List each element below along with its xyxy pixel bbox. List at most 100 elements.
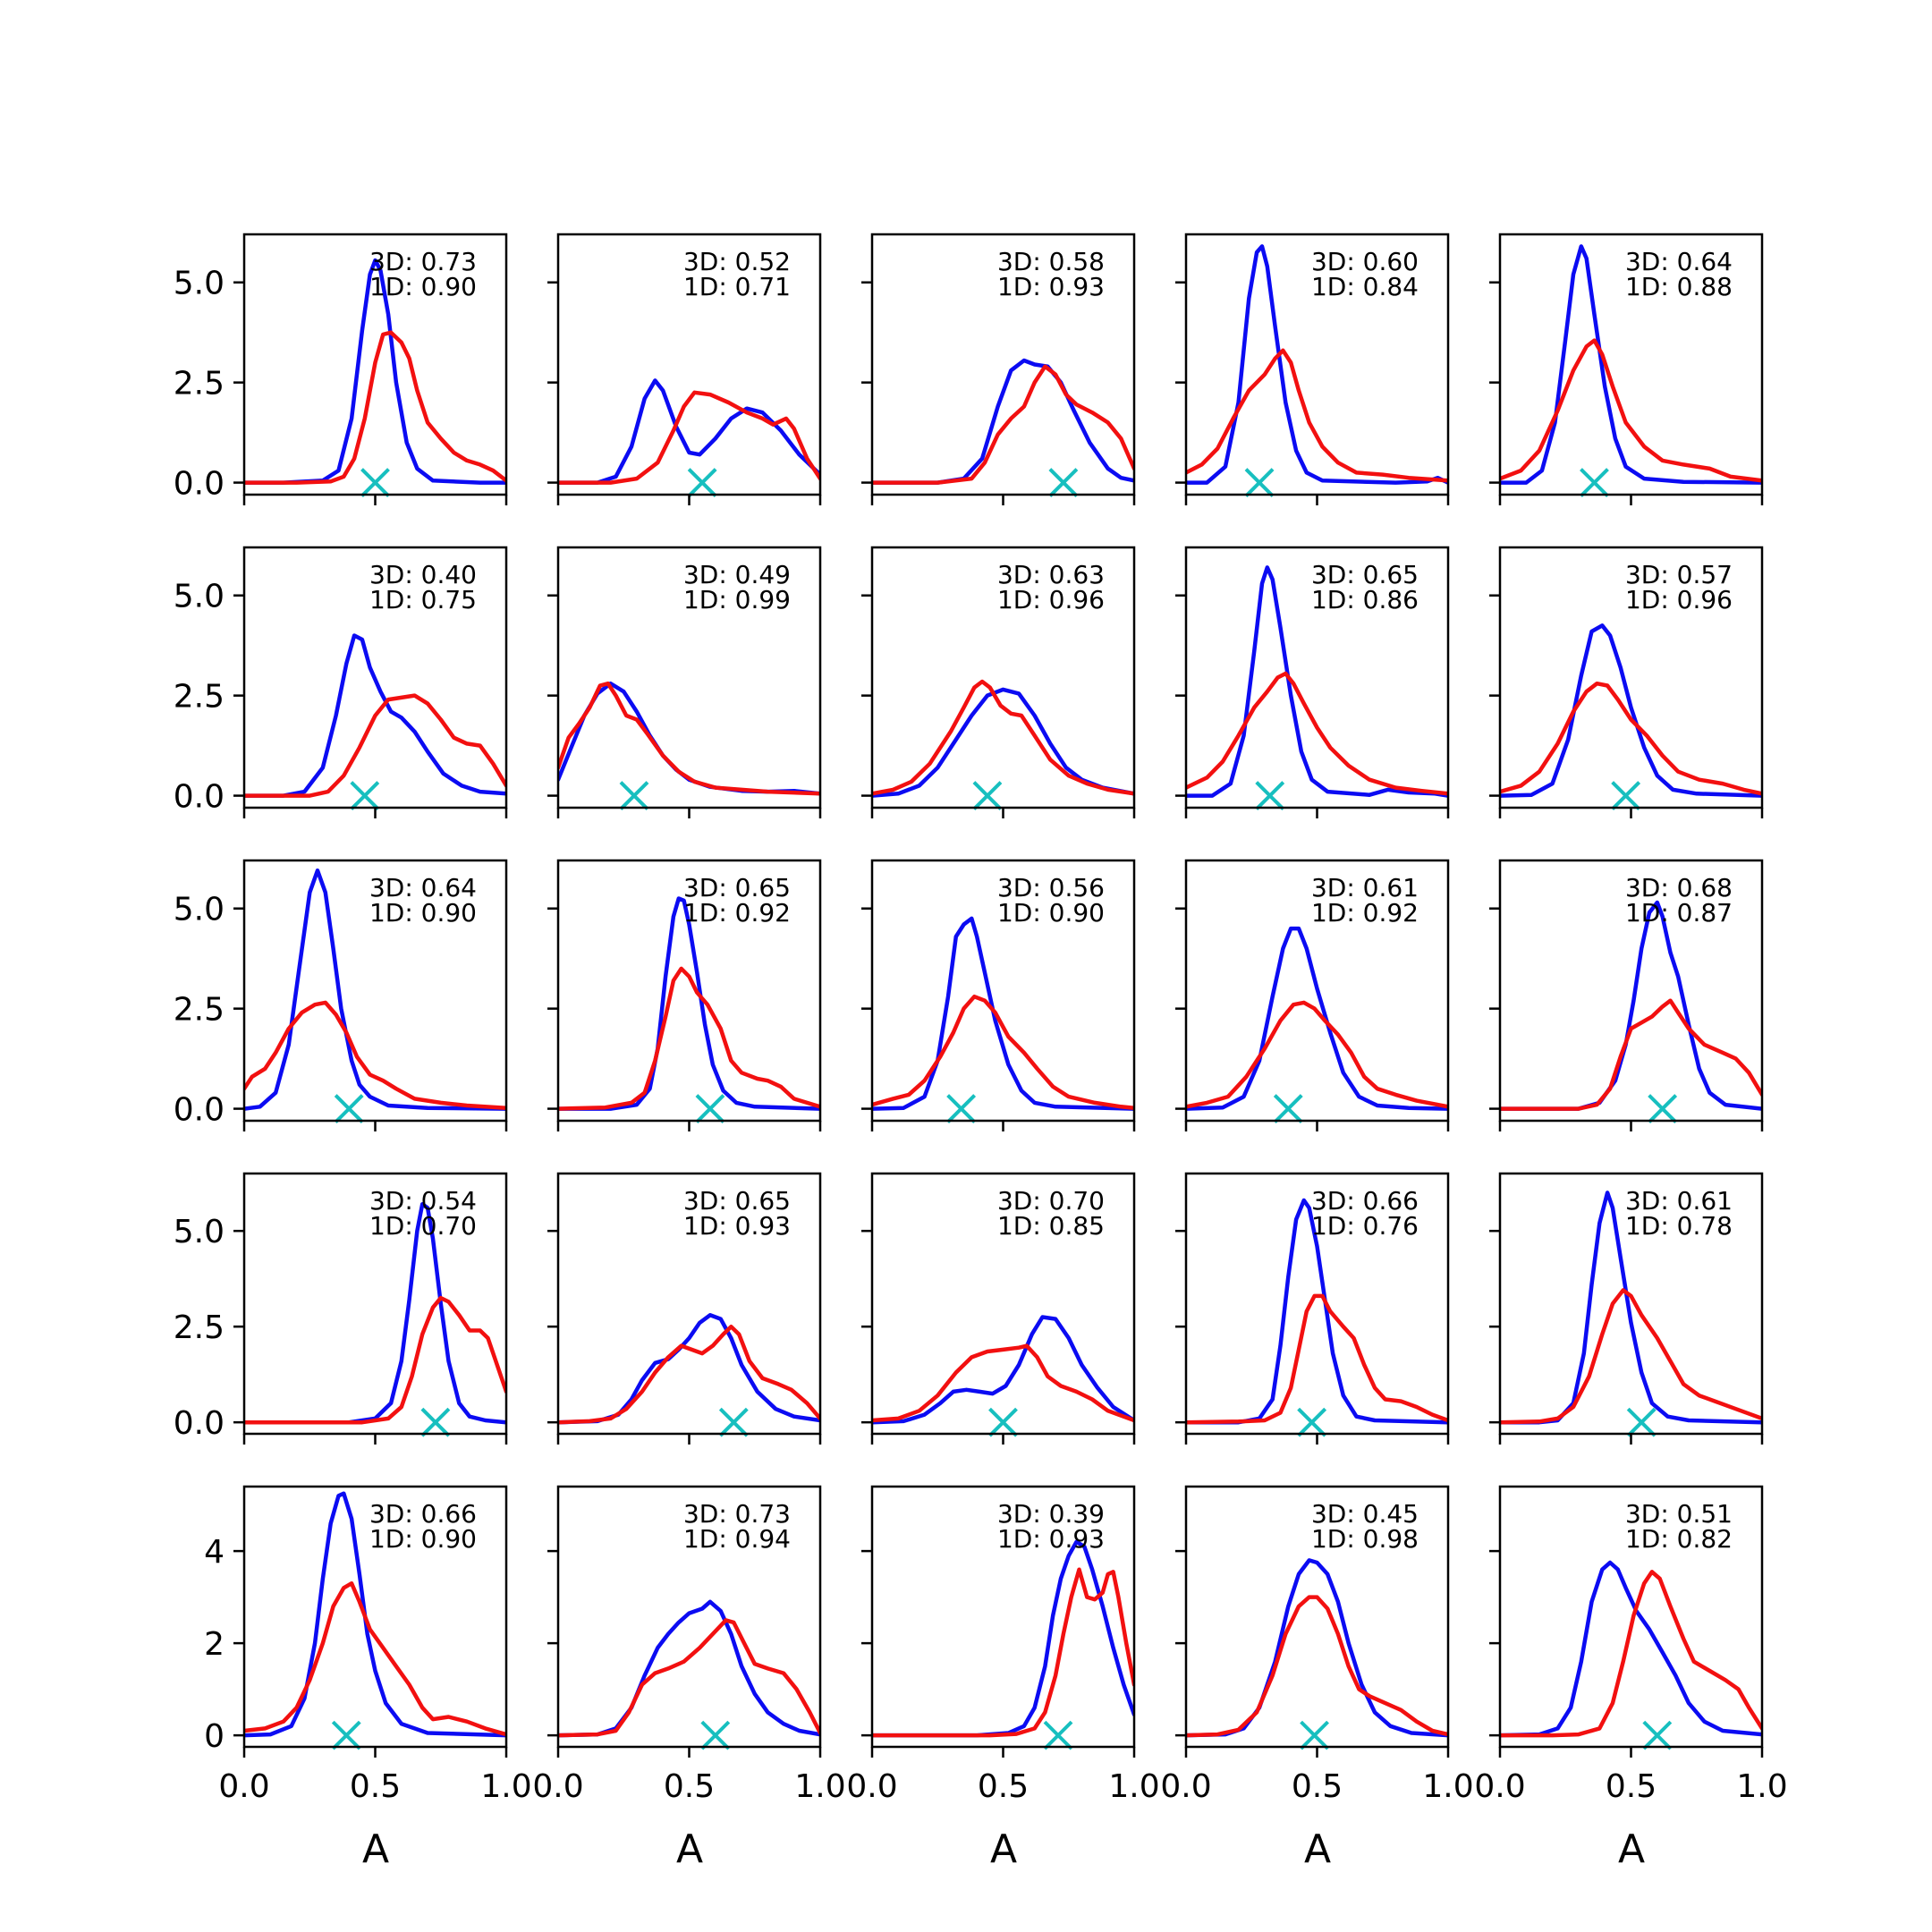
series-line-red <box>244 1000 506 1110</box>
series-line-red <box>558 966 820 1111</box>
x-axis-labels: A A A A A <box>362 1826 1645 1872</box>
panel-series <box>1186 1558 1448 1738</box>
annotation-3d: 3D: 0.58 <box>997 247 1105 276</box>
annotation-3d: 3D: 0.61 <box>1311 873 1419 902</box>
x-tick-label: 0.5 <box>350 1768 401 1805</box>
annotation-1d: 1D: 0.99 <box>683 585 791 614</box>
annotation-1d: 1D: 0.76 <box>1311 1211 1419 1241</box>
annotation-1d: 1D: 0.96 <box>997 585 1105 614</box>
annotation-1d: 1D: 0.98 <box>1311 1524 1419 1554</box>
x-axis-label-col-2: A <box>990 1826 1017 1872</box>
series-line-red <box>1500 681 1762 796</box>
true-value-marker <box>972 781 1003 810</box>
annotation-1d: 1D: 0.85 <box>997 1211 1105 1241</box>
x-tick-label: 1.0 <box>1108 1768 1159 1805</box>
panel-series <box>1186 1198 1448 1425</box>
series-line-red <box>1186 671 1448 796</box>
annotation-3d: 3D: 0.66 <box>1311 1186 1419 1216</box>
y-tick-label: 2 <box>204 1626 225 1663</box>
annotation-1d: 1D: 0.93 <box>683 1211 791 1241</box>
true-value-marker <box>718 1407 749 1437</box>
series-line-red <box>1500 1288 1762 1425</box>
true-value-marker <box>420 1407 451 1437</box>
annotation-3d: 3D: 0.64 <box>369 873 477 902</box>
y-tick-label: 0 <box>204 1718 225 1755</box>
panel-series <box>1500 1560 1762 1738</box>
annotation-1d: 1D: 0.90 <box>369 898 477 928</box>
true-value-marker <box>695 1094 725 1123</box>
series-line-blue <box>872 1539 1134 1738</box>
y-tick-label: 2.5 <box>174 366 225 402</box>
series-line-red <box>244 1580 506 1737</box>
y-tick-label: 0.0 <box>174 466 225 503</box>
panel-series <box>1500 623 1762 798</box>
annotation-3d: 3D: 0.68 <box>1625 873 1733 902</box>
y-tick-label: 0.0 <box>174 779 225 816</box>
y-tick-label: 2.5 <box>174 992 225 1029</box>
y-tick-label: 0.0 <box>174 1405 225 1442</box>
annotation-1d: 1D: 0.84 <box>1311 272 1419 301</box>
annotation-3d: 3D: 0.64 <box>1625 247 1733 276</box>
series-line-red <box>872 994 1134 1110</box>
series-line-blue <box>1186 244 1448 485</box>
annotation-3d: 3D: 0.51 <box>1625 1499 1733 1529</box>
true-value-marker <box>331 1720 361 1750</box>
series-line-red <box>244 330 506 485</box>
series-line-red <box>1500 998 1762 1111</box>
panel-series <box>244 1491 506 1738</box>
series-line-blue <box>872 1315 1134 1425</box>
annotation-1d: 1D: 0.88 <box>1625 272 1733 301</box>
series-line-red <box>872 364 1134 485</box>
true-value-marker <box>360 468 390 497</box>
annotation-1d: 1D: 0.93 <box>997 1524 1105 1554</box>
series-line-blue <box>1500 1560 1762 1738</box>
series-line-red <box>558 1324 820 1425</box>
x-tick-label: 0.5 <box>1292 1768 1343 1805</box>
panel-series <box>1186 565 1448 798</box>
panel-series <box>1500 1191 1762 1425</box>
series-line-red <box>558 1618 820 1738</box>
x-tick-label: 0.0 <box>846 1768 897 1805</box>
panel-series <box>872 1315 1134 1425</box>
true-value-marker <box>1255 781 1285 810</box>
series-line-blue <box>244 1201 506 1425</box>
annotation-3d: 3D: 0.73 <box>369 247 477 276</box>
true-value-marker <box>687 468 717 497</box>
true-value-marker <box>1297 1407 1327 1437</box>
x-tick-label: 1.0 <box>1422 1768 1473 1805</box>
series-line-blue <box>1186 926 1448 1111</box>
annotation-3d: 3D: 0.65 <box>683 1186 791 1216</box>
true-value-marker <box>619 781 649 810</box>
panel-series <box>244 868 506 1111</box>
annotation-3d: 3D: 0.60 <box>1311 247 1419 276</box>
panel-series <box>1500 244 1762 485</box>
x-tick-label: 0.5 <box>1606 1768 1657 1805</box>
x-tick-label: 0.0 <box>218 1768 269 1805</box>
series-line-red <box>1500 338 1762 483</box>
series-line-blue <box>872 916 1134 1111</box>
annotation-3d: 3D: 0.45 <box>1311 1499 1419 1529</box>
annotation-1d: 1D: 0.82 <box>1625 1524 1733 1554</box>
series-line-red <box>872 1343 1134 1423</box>
true-value-marker <box>1611 781 1641 810</box>
panel-series <box>244 633 506 798</box>
y-tick-label: 2.5 <box>174 679 225 716</box>
annotation-3d: 3D: 0.61 <box>1625 1186 1733 1216</box>
true-value-marker <box>1580 468 1609 497</box>
true-value-marker <box>946 1094 977 1123</box>
series-line-red <box>1186 1000 1448 1109</box>
annotation-1d: 1D: 0.93 <box>997 272 1105 301</box>
x-axis-label-col-1: A <box>676 1826 703 1872</box>
annotation-1d: 1D: 0.90 <box>997 898 1105 928</box>
